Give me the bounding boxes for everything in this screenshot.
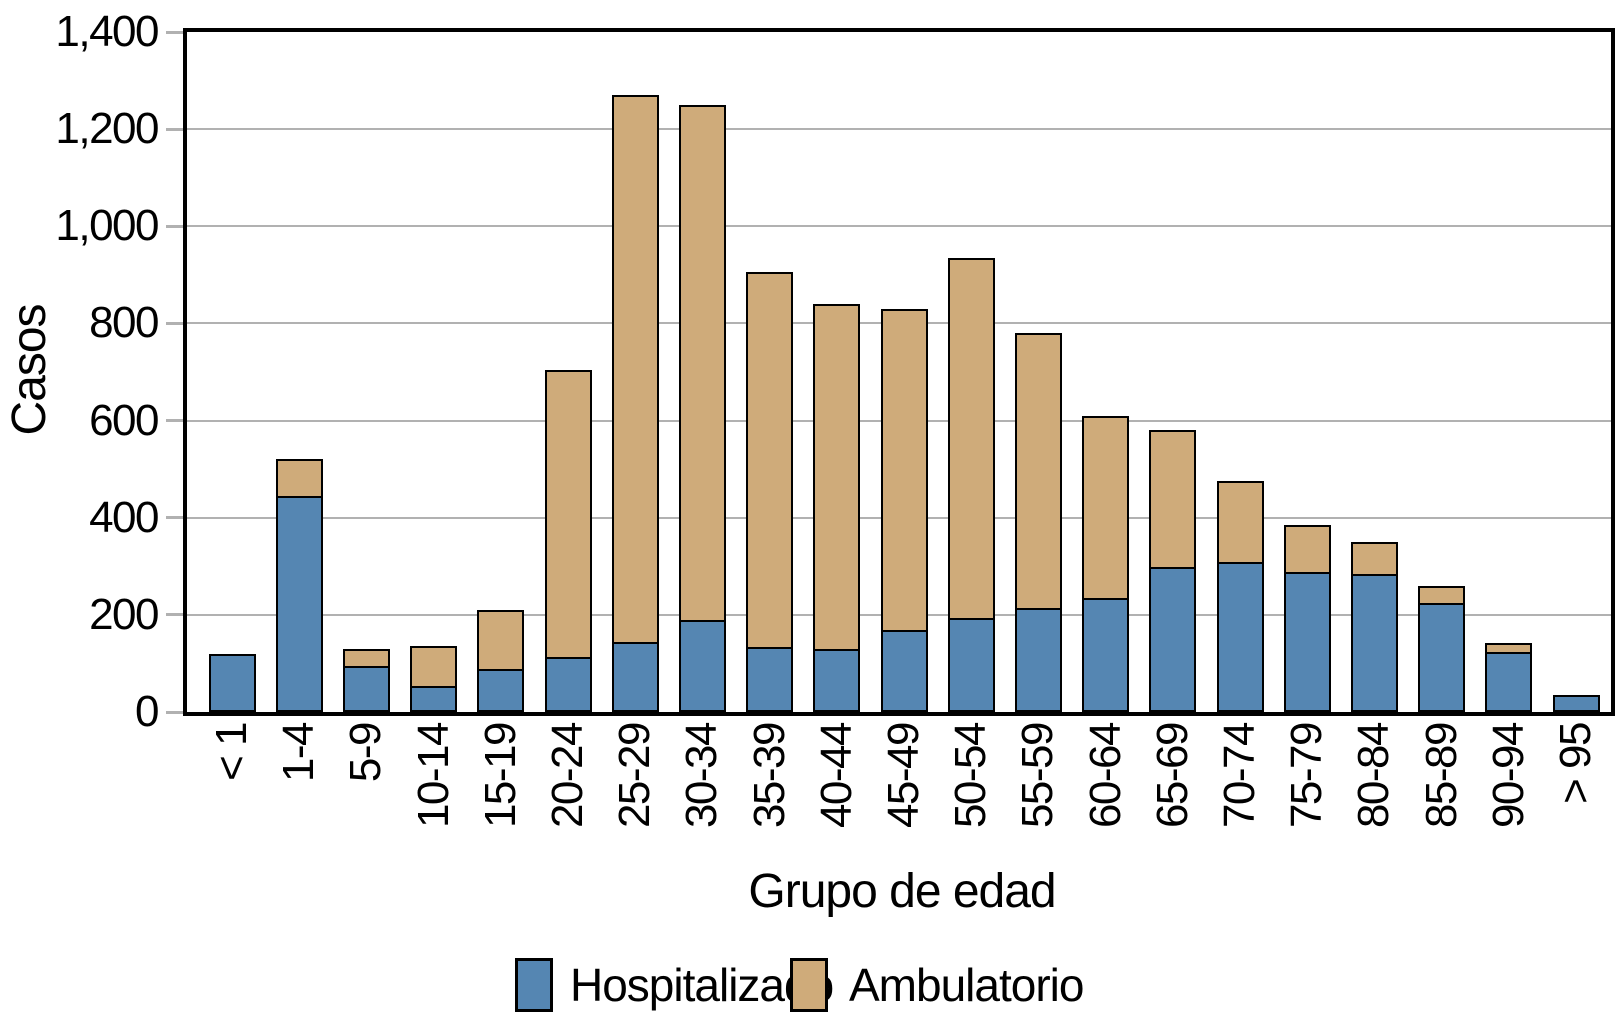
x-tick-label-> 95: > 95	[1551, 723, 1600, 804]
bar-segment-hospitalizado	[412, 685, 456, 710]
bar-segment-hospitalizado	[1218, 561, 1262, 710]
bar-10-14	[410, 646, 458, 712]
bar-30-34	[678, 104, 726, 712]
bar-segment-hospitalizado	[1016, 608, 1060, 710]
y-tick-mark-0	[166, 710, 183, 714]
bar-segment-hospitalizado	[277, 496, 321, 710]
legend-swatch-ambulatorio	[790, 958, 828, 1012]
y-tick-mark-400	[166, 516, 183, 520]
bar-20-24	[544, 369, 592, 712]
bar-65-69	[1149, 430, 1197, 712]
x-tick-label-1-4: 1-4	[274, 723, 324, 783]
bar-1-4	[275, 459, 323, 712]
bar-segment-hospitalizado	[479, 668, 523, 710]
bar-segment-hospitalizado	[748, 646, 792, 710]
gridline-1000	[187, 225, 1611, 228]
y-tick-label-200: 200	[89, 589, 159, 639]
y-tick-mark-1,000	[166, 224, 183, 228]
bar-segment-hospitalizado	[949, 617, 993, 710]
y-tick-mark-800	[166, 321, 183, 325]
bar-5-9	[342, 648, 390, 712]
bar-40-44	[813, 304, 861, 712]
y-axis-title: Casos	[3, 304, 56, 436]
y-tick-mark-1,200	[166, 127, 183, 131]
gridline-1200	[187, 128, 1611, 131]
bar-segment-hospitalizado	[546, 656, 590, 710]
x-tick-label-20-24: 20-24	[543, 723, 592, 829]
y-tick-label-600: 600	[89, 395, 159, 445]
bar-25-29	[611, 95, 659, 712]
x-tick-label-75-79: 75-79	[1282, 723, 1332, 829]
y-tick-label-1,000: 1,000	[55, 201, 159, 251]
x-tick-label-5-9: 5-9	[341, 723, 391, 783]
x-tick-label-70-74: 70-74	[1215, 723, 1264, 829]
bar-segment-hospitalizado	[1084, 598, 1128, 710]
x-tick-label-80-84: 80-84	[1349, 723, 1399, 829]
bar-segment-hospitalizado	[680, 620, 724, 710]
bar-50-54	[947, 257, 995, 712]
y-tick-label-800: 800	[89, 298, 159, 348]
y-tick-mark-1,400	[166, 30, 183, 34]
x-tick-label-< 1: < 1	[207, 723, 256, 781]
x-tick-label-90-94: 90-94	[1483, 723, 1533, 829]
bar-< 1	[208, 653, 256, 712]
x-tick-label-85-89: 85-89	[1416, 723, 1466, 829]
bar-15-19	[477, 610, 525, 712]
bar-segment-hospitalizado	[1487, 651, 1531, 710]
bar-segment-hospitalizado	[344, 666, 388, 710]
x-axis-title: Grupo de edad	[748, 865, 1056, 918]
bar-75-79	[1283, 525, 1331, 712]
y-tick-label-400: 400	[89, 492, 159, 542]
y-tick-label-1,200: 1,200	[55, 104, 159, 154]
bar-85-89	[1418, 585, 1466, 712]
bar-segment-hospitalizado	[1151, 566, 1195, 710]
bar-> 95	[1552, 695, 1600, 712]
x-tick-label-15-19: 15-19	[475, 723, 525, 829]
bar-45-49	[880, 308, 928, 712]
bar-35-39	[746, 272, 794, 712]
legend-label-ambulatorio: Ambulatorio	[849, 959, 1084, 1011]
y-tick-label-1,400: 1,400	[55, 7, 159, 56]
plot-inner	[187, 32, 1611, 712]
y-tick-label-0: 0	[135, 687, 159, 736]
legend-item-hospitalizado: Hospitalizado	[515, 958, 834, 1012]
bar-segment-hospitalizado	[882, 629, 926, 710]
plot-area	[183, 28, 1615, 716]
bar-segment-hospitalizado	[1285, 571, 1329, 710]
bar-55-59	[1014, 333, 1062, 712]
legend-swatch-hospitalizado	[515, 958, 553, 1012]
y-tick-mark-600	[166, 419, 183, 423]
bar-90-94	[1485, 643, 1533, 712]
legend-item-ambulatorio: Ambulatorio	[790, 958, 1084, 1012]
bar-segment-hospitalizado	[1420, 603, 1464, 710]
bar-60-64	[1082, 415, 1130, 712]
y-tick-mark-200	[166, 613, 183, 617]
bar-70-74	[1216, 481, 1264, 712]
bar-segment-hospitalizado	[815, 649, 859, 710]
x-tick-label-10-14: 10-14	[408, 723, 458, 829]
bar-80-84	[1350, 542, 1398, 712]
bar-segment-hospitalizado	[1352, 574, 1396, 710]
bar-segment-hospitalizado	[613, 642, 657, 710]
